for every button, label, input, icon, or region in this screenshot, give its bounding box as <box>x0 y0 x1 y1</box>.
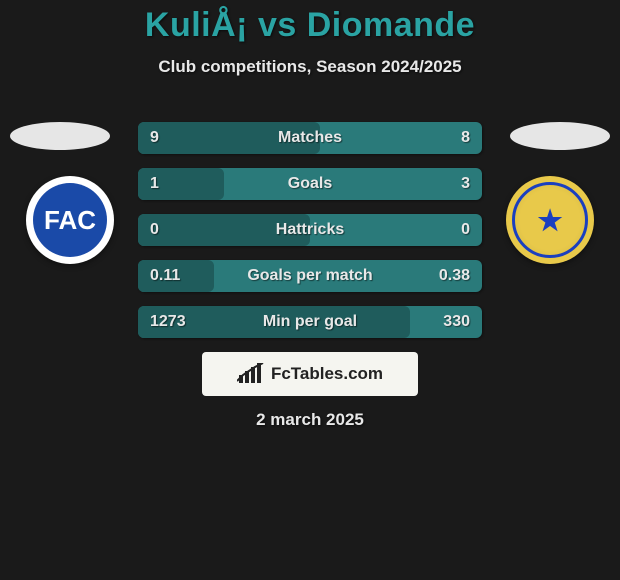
stat-row: 1273 Min per goal 330 <box>138 306 482 338</box>
stat-label: Hattricks <box>276 221 344 239</box>
stat-value-right: 8 <box>461 129 470 147</box>
stat-label: Min per goal <box>263 313 357 331</box>
date-label: 2 march 2025 <box>0 410 620 430</box>
stat-value-right: 0.38 <box>439 267 470 285</box>
player-badge-right <box>510 122 610 150</box>
player-badge-left <box>10 122 110 150</box>
stat-value-right: 3 <box>461 175 470 193</box>
chart-icon <box>237 363 265 385</box>
club-badge-right: ★ <box>506 176 594 264</box>
stat-value-left: 1 <box>150 175 159 193</box>
page-title: KuliÅ¡ vs Diomande <box>0 0 620 45</box>
comparison-card: KuliÅ¡ vs Diomande Club competitions, Se… <box>0 0 620 580</box>
stat-value-left: 9 <box>150 129 159 147</box>
stat-value-left: 0.11 <box>150 267 180 285</box>
comparison-bars: 9 Matches 8 1 Goals 3 0 Hattricks 0 0.11 Goals per… <box>138 122 482 352</box>
stat-label: Goals <box>288 175 332 193</box>
club-badge-left: FAC <box>26 176 114 264</box>
stat-label: Goals per match <box>247 267 372 285</box>
brand-text: FcTables.com <box>271 364 383 384</box>
brand-badge[interactable]: FcTables.com <box>202 352 418 396</box>
club-badge-right-label: ★ <box>512 182 588 258</box>
club-badge-left-label: FAC <box>33 183 107 257</box>
stat-label: Matches <box>278 129 342 147</box>
stat-row: 9 Matches 8 <box>138 122 482 154</box>
stat-row: 0.11 Goals per match 0.38 <box>138 260 482 292</box>
stat-value-left: 1273 <box>150 313 186 331</box>
stat-value-right: 0 <box>461 221 470 239</box>
subtitle: Club competitions, Season 2024/2025 <box>0 57 620 77</box>
stat-value-right: 330 <box>443 313 470 331</box>
stat-row: 1 Goals 3 <box>138 168 482 200</box>
stat-row: 0 Hattricks 0 <box>138 214 482 246</box>
stat-value-left: 0 <box>150 221 159 239</box>
